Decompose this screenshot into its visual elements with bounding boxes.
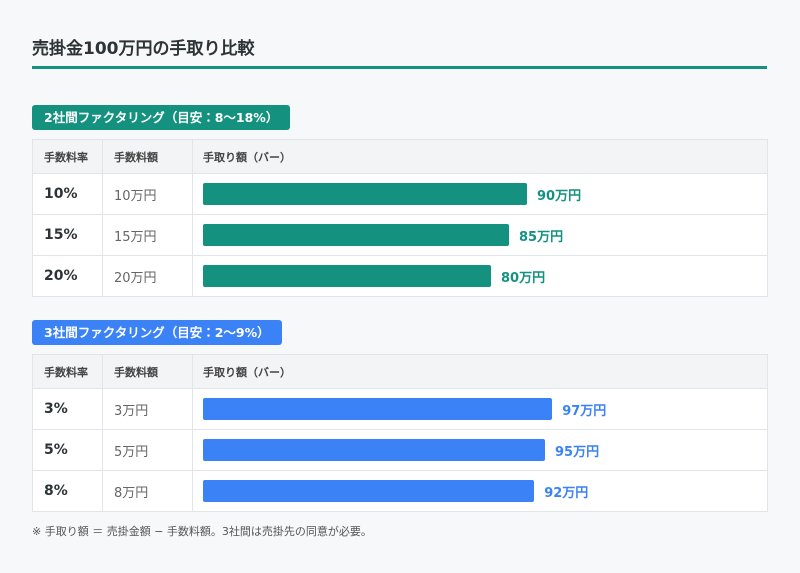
rate-cell: 3%: [33, 389, 103, 429]
table: 手数料率 手数料額 手取り額（バー） 10% 10万円 90万円 15% 15万円 85万円 20…: [32, 139, 768, 297]
net-bar: [203, 224, 509, 246]
header-cell: 手数料額: [103, 355, 193, 388]
table-row: 20% 20万円 80万円: [33, 255, 767, 296]
page-title: 売掛金100万円の手取り比較: [32, 39, 255, 59]
header-cell: 手数料額: [103, 140, 193, 173]
fee-cell: 20万円: [103, 256, 193, 296]
fee-cell: 15万円: [103, 215, 193, 255]
net-bar: [203, 265, 491, 287]
section-badge: 3社間ファクタリング（目安：2〜9%）: [32, 320, 282, 345]
header-cell: 手数料率: [33, 355, 103, 388]
rate-cell: 5%: [33, 430, 103, 470]
net-label: 90万円: [537, 188, 582, 204]
fee-cell: 10万円: [103, 174, 193, 214]
net-cell: 85万円: [193, 215, 767, 255]
header-cell: 手取り額（バー）: [203, 365, 291, 379]
net-bar: [203, 439, 545, 461]
rate-cell: 10%: [33, 174, 103, 214]
net-label: 97万円: [562, 403, 607, 419]
footnote: ※ 手取り額 ＝ 売掛金額 − 手数料額。3社間は売掛先の同意が必要。: [32, 525, 372, 538]
fee-cell: 5万円: [103, 430, 193, 470]
rate-cell: 20%: [33, 256, 103, 296]
table: 手数料率 手数料額 手取り額（バー） 3% 3万円 97万円 5% 5万円 95万円 8% 8万円 9…: [32, 354, 768, 512]
table-row: 5% 5万円 95万円: [33, 429, 767, 470]
net-bar: [203, 398, 553, 420]
net-cell: 90万円: [193, 174, 767, 214]
net-bar: [203, 183, 527, 205]
table-row: 15% 15万円 85万円: [33, 214, 767, 255]
header-cell: 手取り額（バー）: [203, 150, 291, 164]
title-rule: [32, 66, 767, 69]
header-row: 手数料率 手数料額 手取り額（バー）: [33, 140, 767, 173]
fee-cell: 8万円: [103, 471, 193, 511]
header-cell: 手数料率: [33, 140, 103, 173]
net-label: 95万円: [555, 444, 600, 460]
section-badge: 2社間ファクタリング（目安：8〜18%）: [32, 105, 291, 130]
net-cell: 97万円: [193, 389, 767, 429]
table-row: 8% 8万円 92万円: [33, 470, 767, 511]
net-cell: 92万円: [193, 471, 767, 511]
table-row: 10% 10万円 90万円: [33, 173, 767, 214]
rate-cell: 8%: [33, 471, 103, 511]
fee-cell: 3万円: [103, 389, 193, 429]
net-label: 85万円: [519, 229, 564, 245]
net-bar: [203, 480, 535, 502]
rate-cell: 15%: [33, 215, 103, 255]
net-cell: 95万円: [193, 430, 767, 470]
header-row: 手数料率 手数料額 手取り額（バー）: [33, 355, 767, 388]
net-label: 80万円: [501, 270, 546, 286]
table-row: 3% 3万円 97万円: [33, 388, 767, 429]
net-label: 92万円: [544, 485, 589, 501]
net-cell: 80万円: [193, 256, 767, 296]
